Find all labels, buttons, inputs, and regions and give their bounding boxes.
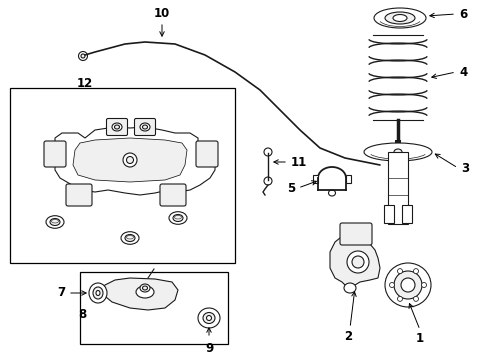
- Ellipse shape: [414, 296, 418, 301]
- Ellipse shape: [385, 263, 431, 307]
- Ellipse shape: [89, 283, 107, 303]
- Ellipse shape: [364, 143, 432, 161]
- Ellipse shape: [264, 177, 272, 185]
- Text: 10: 10: [154, 7, 170, 20]
- Ellipse shape: [374, 8, 426, 28]
- Ellipse shape: [115, 125, 120, 129]
- Bar: [80, 272, 228, 344]
- Ellipse shape: [78, 51, 88, 60]
- Ellipse shape: [397, 269, 402, 274]
- Ellipse shape: [206, 315, 212, 320]
- Text: 2: 2: [344, 330, 352, 343]
- Ellipse shape: [81, 54, 85, 58]
- Ellipse shape: [390, 283, 394, 288]
- Text: 5: 5: [287, 181, 295, 194]
- Ellipse shape: [140, 123, 150, 131]
- Ellipse shape: [203, 312, 215, 324]
- Text: 7: 7: [57, 287, 65, 300]
- Ellipse shape: [344, 283, 356, 293]
- Ellipse shape: [140, 284, 150, 292]
- Bar: [388, 152, 408, 224]
- Ellipse shape: [198, 308, 220, 328]
- Ellipse shape: [385, 12, 415, 24]
- Ellipse shape: [121, 232, 139, 244]
- Ellipse shape: [169, 212, 187, 224]
- Text: 11: 11: [291, 156, 307, 168]
- Ellipse shape: [394, 271, 422, 299]
- FancyBboxPatch shape: [340, 223, 372, 245]
- Ellipse shape: [393, 14, 407, 22]
- Ellipse shape: [394, 149, 402, 155]
- Text: 12: 12: [77, 77, 93, 90]
- Polygon shape: [55, 127, 215, 195]
- Ellipse shape: [143, 286, 147, 290]
- Bar: [395, 140, 401, 150]
- Bar: [313, 175, 318, 183]
- Ellipse shape: [96, 291, 100, 296]
- Text: 8: 8: [78, 307, 86, 320]
- Ellipse shape: [352, 256, 364, 268]
- Ellipse shape: [414, 269, 418, 274]
- Polygon shape: [330, 237, 380, 285]
- Ellipse shape: [46, 216, 64, 228]
- Text: 1: 1: [416, 332, 424, 345]
- Ellipse shape: [401, 278, 415, 292]
- Ellipse shape: [143, 125, 147, 129]
- Ellipse shape: [264, 148, 272, 156]
- Polygon shape: [73, 138, 187, 182]
- Ellipse shape: [173, 215, 183, 221]
- Ellipse shape: [125, 234, 135, 242]
- FancyBboxPatch shape: [44, 141, 66, 167]
- Bar: [346, 175, 351, 183]
- Ellipse shape: [123, 153, 137, 167]
- Ellipse shape: [136, 286, 154, 298]
- Ellipse shape: [328, 190, 336, 196]
- Ellipse shape: [126, 157, 133, 163]
- Text: 9: 9: [205, 342, 213, 355]
- Ellipse shape: [93, 287, 103, 299]
- Ellipse shape: [112, 123, 122, 131]
- FancyBboxPatch shape: [66, 184, 92, 206]
- Text: 3: 3: [461, 162, 469, 175]
- Bar: [10, 88, 235, 263]
- FancyBboxPatch shape: [196, 141, 218, 167]
- Ellipse shape: [397, 296, 402, 301]
- Ellipse shape: [421, 283, 426, 288]
- FancyBboxPatch shape: [106, 118, 127, 135]
- Polygon shape: [100, 278, 178, 310]
- Ellipse shape: [50, 219, 60, 225]
- Text: 4: 4: [459, 66, 467, 78]
- Text: 6: 6: [459, 8, 467, 21]
- Bar: [384, 205, 394, 223]
- Bar: [402, 205, 412, 223]
- FancyBboxPatch shape: [134, 118, 155, 135]
- FancyBboxPatch shape: [160, 184, 186, 206]
- Ellipse shape: [347, 251, 369, 273]
